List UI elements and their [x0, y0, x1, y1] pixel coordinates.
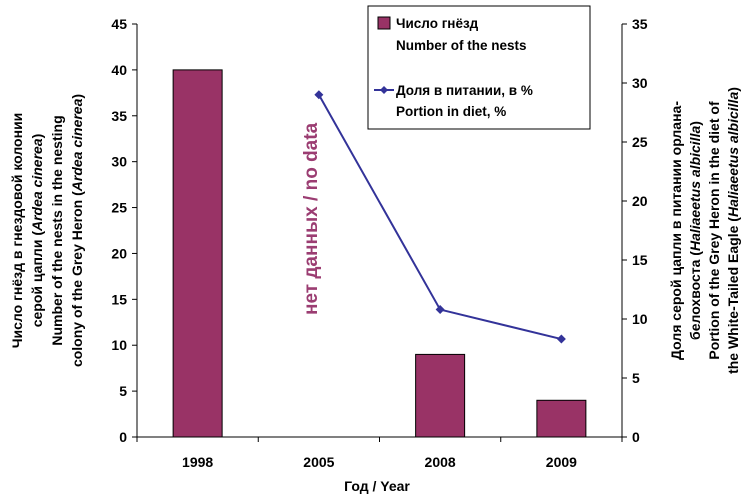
right-axis-title-line: Доля серой цапли в питании орлана-: [668, 101, 684, 360]
right-axis-title: Доля серой цапли в питании орлана-белохв…: [668, 87, 741, 374]
legend-bar-label-en: Number of the nests: [396, 38, 527, 53]
legend-bar-swatch: [377, 16, 391, 30]
left-tick-label: 35: [111, 108, 127, 124]
annotations: нет данных / no data: [301, 122, 322, 315]
bar-2009: [536, 399, 587, 438]
legend-line-label-ru: Доля в питании, в %: [396, 83, 533, 98]
diet-point-2005: [314, 90, 324, 100]
left-tick-label: 30: [111, 154, 127, 170]
x-axis-title: Год / Year: [344, 478, 410, 494]
left-tick-label: 5: [119, 383, 127, 399]
left-tick-label: 40: [111, 62, 127, 78]
legend-box: [367, 5, 591, 130]
right-tick-label: 10: [632, 311, 648, 327]
right-tick-label: 30: [632, 75, 648, 91]
right-axis-title-line: the White-Tailed Eagle (Haliaeetus albic…: [725, 87, 741, 374]
line-series: [314, 90, 566, 344]
diet-point-2009: [556, 334, 566, 344]
axes: 0 5 10 15 20 25 30 35 40 45 0 5 10 15 20 25 30 35 1998 2005…: [111, 16, 647, 470]
left-axis-title-line: серой цапли (Ardea cinerea): [29, 134, 45, 328]
left-tick-label: 25: [111, 200, 127, 216]
bar-2008: [415, 353, 466, 438]
right-tick-label: 25: [632, 134, 648, 150]
left-axis-title-line: Число гнёзд в гнездовой колонии: [9, 113, 25, 349]
x-tick-label: 2009: [546, 454, 577, 470]
x-tick-label: 1998: [182, 454, 213, 470]
legend: Число гнёзд Number of the nests Доля в пит…: [367, 5, 591, 130]
left-axis-title-line: Number of the nests in the nesting: [49, 115, 65, 345]
no-data-label: нет данных / no data: [301, 122, 322, 315]
right-tick-label: 15: [632, 252, 648, 268]
left-tick-label: 45: [111, 16, 127, 32]
left-tick-label: 0: [119, 429, 127, 445]
x-tick-label: 2008: [425, 454, 456, 470]
legend-line-marker: [380, 86, 388, 94]
right-axis-title-line: Portion of the Grey Heron in the diet of: [706, 101, 722, 360]
diet-point-2008: [435, 305, 445, 315]
bar-1998: [172, 69, 223, 438]
right-tick-label: 5: [632, 370, 640, 386]
right-tick-label: 0: [632, 429, 640, 445]
diet-line: [318, 94, 562, 341]
right-tick-label: 35: [632, 16, 648, 32]
legend-bar-label-ru: Число гнёзд: [396, 16, 479, 31]
left-tick-label: 15: [111, 291, 127, 307]
left-tick-label: 20: [111, 245, 127, 261]
bar-series: [172, 69, 587, 438]
right-tick-label: 20: [632, 193, 648, 209]
legend-line-label-en: Portion in diet, %: [396, 104, 506, 119]
x-tick-label: 2005: [303, 454, 334, 470]
left-axis-title-line: colony of the Grey Heron (Ardea cinerea): [69, 94, 85, 367]
left-axis-title: Число гнёзд в гнездовой колонии серой цап…: [9, 94, 85, 367]
left-tick-label: 10: [111, 337, 127, 353]
right-axis-title-line: белохвоста (Haliaeetus albicilla): [687, 121, 703, 340]
